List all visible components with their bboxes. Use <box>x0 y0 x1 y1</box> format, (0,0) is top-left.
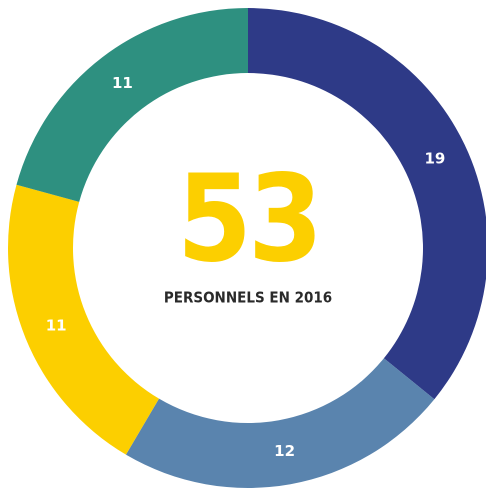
segment <box>16 8 249 202</box>
segment <box>248 8 486 400</box>
segment-label: 11 <box>112 74 133 92</box>
segment <box>125 358 435 488</box>
segment-label: 12 <box>274 442 295 460</box>
center-label: PERSONNELS EN 2016 <box>164 289 332 307</box>
segment-label: 11 <box>46 316 67 334</box>
segment <box>7 184 160 455</box>
segment-label: 19 <box>424 149 445 167</box>
center-value: 53 <box>177 151 319 290</box>
